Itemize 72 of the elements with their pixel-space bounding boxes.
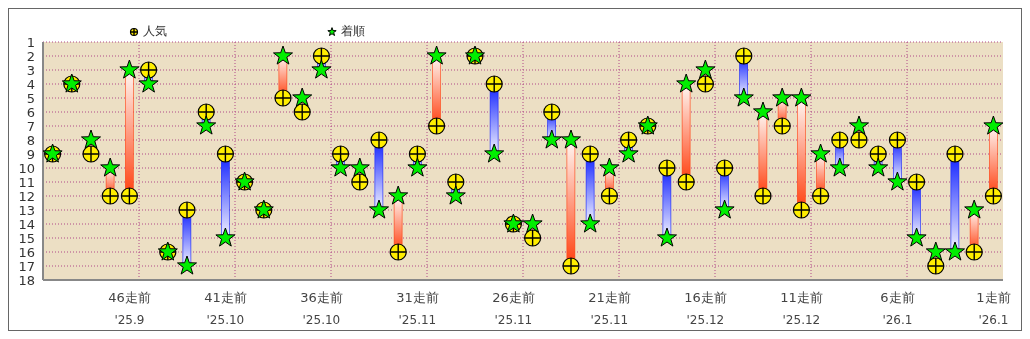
x-tick-label: 46走前 '25.9: [108, 290, 151, 327]
point: [349, 157, 370, 177]
point: [810, 143, 831, 163]
point: [772, 87, 793, 107]
point: [80, 129, 102, 149]
y-tick-label: 9: [26, 146, 35, 162]
point: [676, 73, 697, 93]
point: [407, 157, 428, 177]
point: [695, 59, 716, 79]
x-tick-label: 1走前 '26.1: [976, 290, 1011, 327]
x-tick-label: 6走前 '26.1: [880, 290, 915, 327]
x-tick-label: 31走前 '25.11: [396, 290, 439, 327]
point: [176, 255, 198, 275]
point: [330, 157, 351, 177]
point: [752, 101, 774, 121]
y-tick-label: 1: [26, 34, 35, 50]
point: [944, 241, 966, 261]
y-tick-label: 13: [18, 202, 35, 218]
x-tick-label: 26走前 '25.11: [492, 290, 535, 327]
point: [733, 87, 754, 107]
point: [560, 129, 582, 149]
y-tick-label: 3: [26, 62, 35, 78]
y-tick-label: 18: [18, 272, 35, 288]
point: [599, 157, 620, 177]
legend-label: 人気: [143, 23, 167, 40]
point: [964, 199, 985, 219]
y-tick-label: 6: [26, 104, 35, 120]
point: [388, 185, 409, 205]
y-tick-label: 15: [18, 230, 35, 246]
point: [119, 59, 140, 79]
point: [618, 143, 639, 163]
point: [868, 157, 889, 177]
point: [215, 227, 236, 247]
point: [196, 115, 217, 135]
point: [426, 45, 447, 65]
x-tick-label: 36走前 '25.10: [300, 290, 343, 327]
x-tick-label: 16走前 '25.12: [684, 290, 727, 327]
point: [138, 73, 159, 93]
x-tick-label: 41走前 '25.10: [204, 290, 247, 327]
y-tick-label: 17: [18, 258, 35, 274]
y-tick-label: 14: [18, 216, 35, 232]
point: [906, 227, 927, 247]
point: [887, 171, 908, 191]
y-tick-label: 16: [18, 244, 35, 260]
point: [656, 227, 678, 247]
y-tick-label: 12: [18, 188, 35, 204]
point: [925, 241, 946, 261]
point: [791, 87, 812, 107]
y-tick-label: 7: [26, 118, 35, 134]
x-tick-label: 21走前 '25.11: [588, 290, 631, 327]
y-tick-label: 11: [18, 174, 35, 190]
point: [714, 199, 735, 219]
x-tick-label: 11走前 '25.12: [780, 290, 823, 327]
point: [100, 157, 121, 177]
y-tick-label: 8: [26, 132, 35, 148]
point: [272, 45, 294, 65]
point: [983, 115, 1004, 135]
y-tick-label: 5: [26, 90, 35, 106]
point: [484, 143, 505, 163]
point: [848, 115, 870, 135]
point: [445, 185, 466, 205]
legend-label: 着順: [341, 23, 365, 40]
y-tick-label: 10: [18, 160, 35, 176]
point: [829, 157, 850, 177]
y-tick-label: 2: [26, 48, 35, 64]
point: [580, 213, 601, 233]
point: [522, 213, 543, 233]
point: [311, 59, 332, 79]
point: [541, 129, 562, 149]
y-tick-label: 4: [26, 76, 35, 92]
point: [368, 199, 390, 219]
point: [292, 87, 313, 107]
